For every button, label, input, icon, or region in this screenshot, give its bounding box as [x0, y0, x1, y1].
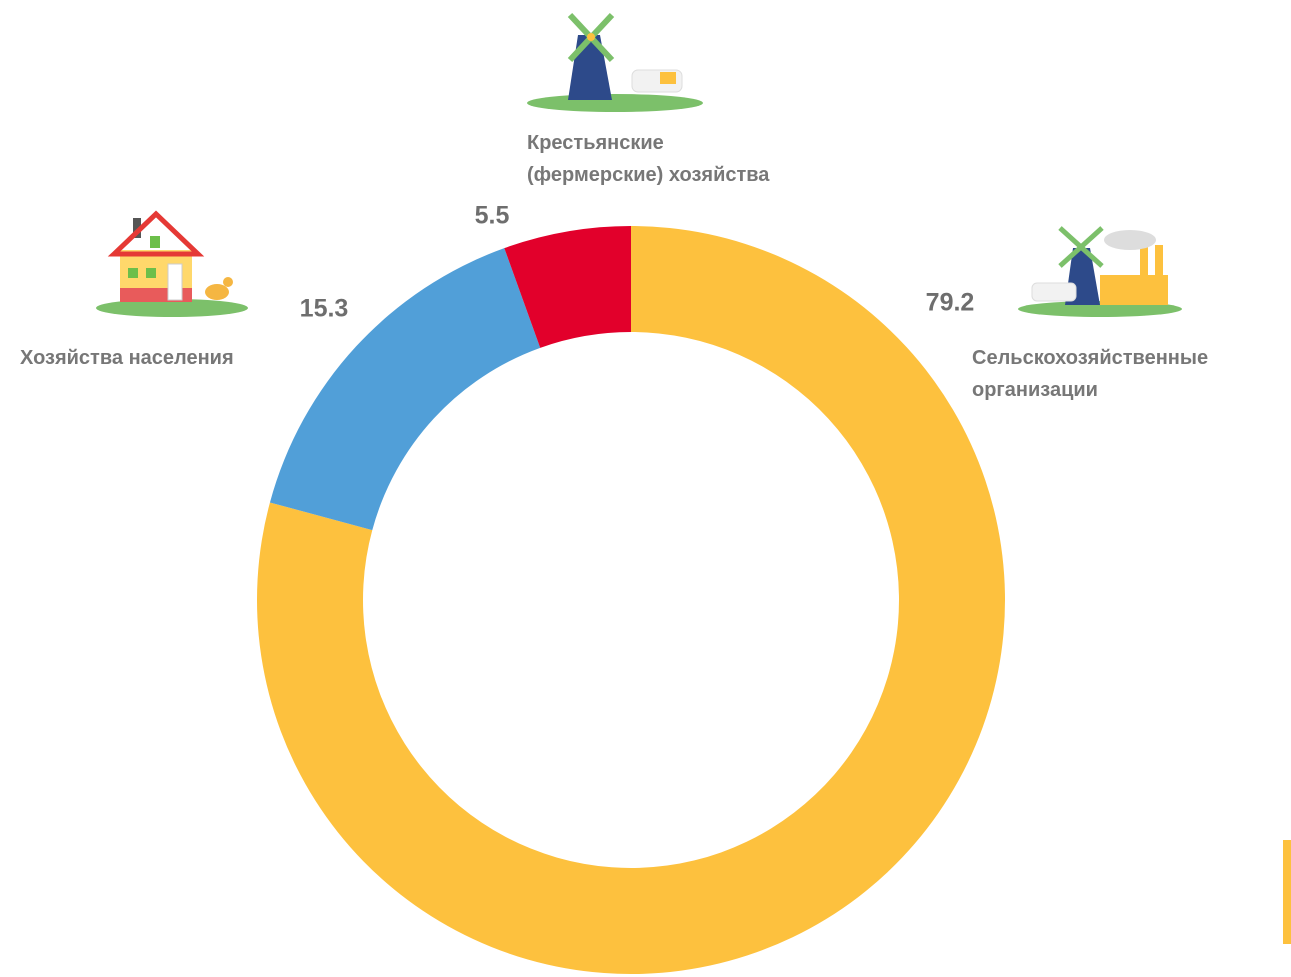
data-label: 79.2: [925, 288, 975, 317]
edge-accent: [1283, 840, 1291, 944]
category-label: Крестьянские (фермерские) хозяйства: [527, 132, 770, 186]
data-label: 15.3: [299, 294, 349, 323]
icon-farm: [527, 12, 703, 112]
category-label: Хозяйства населения: [20, 347, 234, 369]
donut-segment: [269, 248, 541, 531]
icon-house: [96, 210, 248, 317]
category-label: Сельскохозяйственные организации: [972, 347, 1209, 401]
donut-segment: [504, 226, 631, 348]
data-label: 5.5: [474, 201, 510, 230]
icon-factory: [1018, 226, 1182, 317]
